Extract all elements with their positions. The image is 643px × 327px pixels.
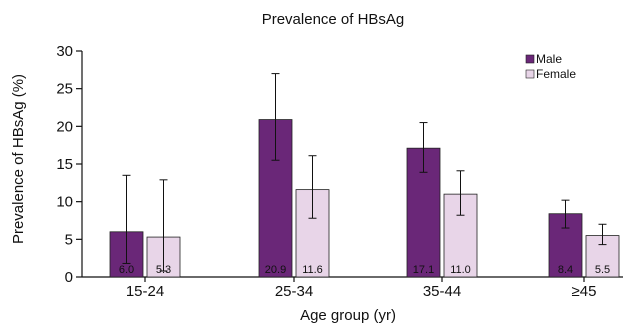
y-tick-label: 20 — [56, 118, 73, 135]
data-label-female: 5.5 — [595, 264, 610, 276]
y-axis-label: Prevalence of HBsAg (%) — [10, 74, 27, 244]
chart-title: Prevalence of HBsAg — [262, 11, 405, 28]
x-tick-label: 35-44 — [423, 283, 461, 300]
legend-swatch-male — [525, 54, 535, 64]
data-label-female: 11.6 — [302, 264, 323, 276]
data-label-female: 5.3 — [156, 264, 171, 276]
legend-swatch-female — [525, 69, 535, 79]
y-tick-label: 10 — [56, 194, 73, 211]
legend-label-male: Male — [536, 52, 562, 66]
y-tick-label: 25 — [56, 81, 73, 98]
legend-label-female: Female — [536, 67, 576, 81]
y-tick-label: 0 — [65, 269, 73, 286]
plot-area: 0 5 10 15 20 25 30 15-24 6.0 5.3 25-34 20.9 11.6 35-4… — [56, 43, 623, 300]
x-axis-label: Age group (yr) — [300, 307, 396, 324]
y-tick-label: 30 — [56, 43, 73, 60]
data-label-male: 8.4 — [558, 264, 573, 276]
legend: Male Female — [525, 52, 576, 81]
data-label-male: 17.1 — [413, 264, 434, 276]
data-label-male: 20.9 — [265, 264, 286, 276]
x-tick-label: 25-34 — [275, 283, 313, 300]
data-label-female: 11.0 — [450, 264, 471, 276]
data-label-male: 6.0 — [119, 264, 134, 276]
x-tick-label: ≥45 — [572, 283, 597, 300]
y-tick-label: 5 — [65, 231, 73, 248]
x-tick-label: 15-24 — [126, 283, 164, 300]
y-tick-label: 15 — [56, 156, 73, 173]
bar-female — [295, 189, 330, 278]
